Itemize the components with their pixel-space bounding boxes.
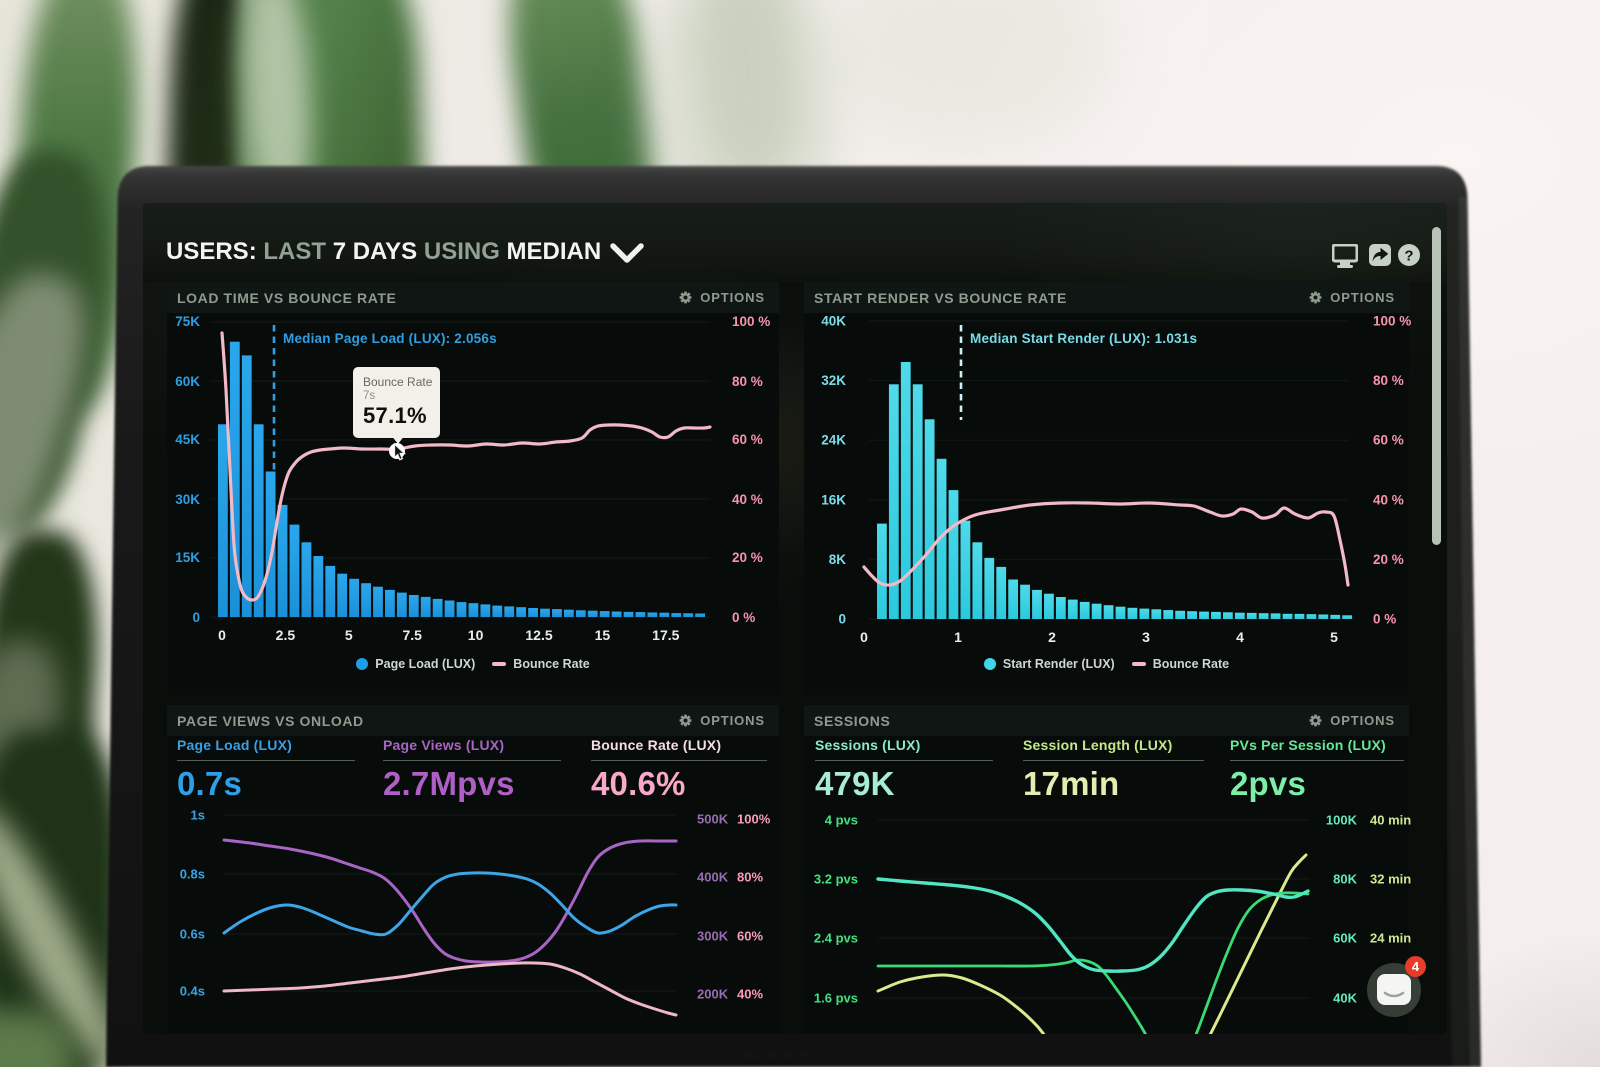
- svg-text:100 %: 100 %: [1373, 314, 1411, 329]
- svg-text:0.4s: 0.4s: [180, 984, 205, 999]
- svg-text:2.4 pvs: 2.4 pvs: [814, 931, 858, 946]
- svg-text:40 %: 40 %: [732, 492, 763, 507]
- svg-text:2: 2: [1048, 629, 1056, 645]
- svg-text:20 %: 20 %: [732, 550, 763, 565]
- svg-text:3: 3: [1142, 629, 1150, 645]
- svg-text:15K: 15K: [175, 550, 200, 565]
- svg-text:400K: 400K: [697, 870, 729, 885]
- svg-text:2.5: 2.5: [276, 627, 296, 643]
- svg-text:100K: 100K: [1326, 813, 1358, 828]
- svg-text:20 %: 20 %: [1373, 552, 1404, 567]
- svg-text:60K: 60K: [175, 374, 200, 389]
- svg-text:75K: 75K: [175, 314, 200, 329]
- svg-text:16K: 16K: [821, 492, 846, 507]
- svg-text:100 %: 100 %: [732, 314, 770, 329]
- svg-text:1s: 1s: [191, 808, 205, 823]
- svg-text:100%: 100%: [737, 812, 771, 827]
- svg-text:0 %: 0 %: [732, 610, 755, 625]
- svg-text:32 min: 32 min: [1370, 872, 1411, 887]
- svg-text:0: 0: [218, 627, 226, 643]
- svg-text:0: 0: [860, 629, 868, 645]
- svg-text:80 %: 80 %: [732, 374, 763, 389]
- svg-text:60 %: 60 %: [1373, 433, 1404, 448]
- svg-text:0.8s: 0.8s: [180, 867, 205, 882]
- svg-text:0 %: 0 %: [1373, 612, 1396, 627]
- svg-text:0: 0: [192, 610, 200, 625]
- svg-text:300K: 300K: [697, 929, 729, 944]
- svg-text:40 %: 40 %: [1373, 492, 1404, 507]
- svg-text:80 %: 80 %: [1373, 373, 1404, 388]
- svg-text:40 min: 40 min: [1370, 813, 1411, 828]
- svg-text:4 pvs: 4 pvs: [825, 813, 858, 828]
- svg-text:0: 0: [838, 612, 846, 627]
- svg-text:30K: 30K: [175, 492, 200, 507]
- svg-text:40%: 40%: [737, 987, 763, 1002]
- svg-text:40K: 40K: [1333, 991, 1357, 1006]
- svg-text:1: 1: [954, 629, 962, 645]
- svg-text:0.6s: 0.6s: [180, 927, 205, 942]
- svg-text:8K: 8K: [829, 552, 847, 567]
- svg-text:5: 5: [1330, 629, 1338, 645]
- svg-text:60%: 60%: [737, 929, 763, 944]
- svg-text:60 %: 60 %: [732, 432, 763, 447]
- svg-text:24 min: 24 min: [1370, 931, 1411, 946]
- svg-text:60K: 60K: [1333, 931, 1357, 946]
- svg-text:17.5: 17.5: [652, 627, 679, 643]
- svg-text:3.2 pvs: 3.2 pvs: [814, 872, 858, 887]
- svg-text:12.5: 12.5: [525, 627, 552, 643]
- svg-text:Median Page Load (LUX): 2.056s: Median Page Load (LUX): 2.056s: [283, 331, 497, 346]
- svg-text:10: 10: [468, 627, 484, 643]
- svg-text:1.6 pvs: 1.6 pvs: [814, 991, 858, 1006]
- svg-text:40K: 40K: [821, 314, 846, 329]
- svg-text:80%: 80%: [737, 870, 763, 885]
- svg-text:4: 4: [1236, 629, 1244, 645]
- svg-text:80K: 80K: [1333, 872, 1357, 887]
- svg-text:7.5: 7.5: [402, 627, 422, 643]
- svg-text:?: ?: [1404, 248, 1413, 265]
- svg-text:200K: 200K: [697, 987, 729, 1002]
- svg-text:32K: 32K: [821, 373, 846, 388]
- svg-text:45K: 45K: [175, 432, 200, 447]
- svg-text:500K: 500K: [697, 812, 729, 827]
- svg-text:Median Start Render (LUX): 1.0: Median Start Render (LUX): 1.031s: [970, 331, 1197, 346]
- svg-text:15: 15: [595, 627, 611, 643]
- svg-text:5: 5: [345, 627, 353, 643]
- svg-text:24K: 24K: [821, 433, 846, 448]
